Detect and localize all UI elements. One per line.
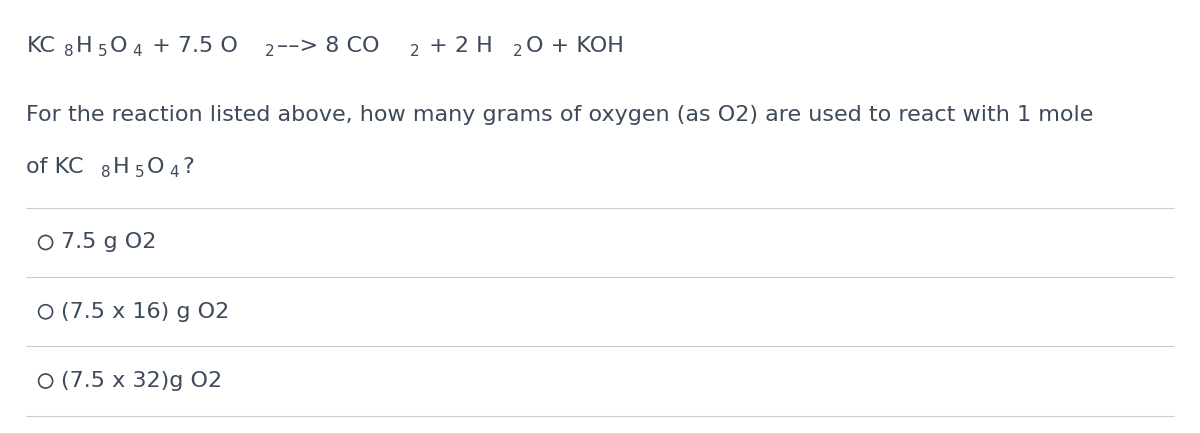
Text: of KC: of KC (26, 157, 84, 177)
Text: 2: 2 (409, 44, 419, 59)
Text: + 7.5 O: + 7.5 O (145, 36, 238, 56)
Text: 2: 2 (514, 44, 523, 59)
Text: ?: ? (182, 157, 193, 177)
Text: 2: 2 (265, 44, 275, 59)
Text: 8: 8 (101, 165, 110, 180)
Text: H: H (76, 36, 92, 56)
Text: O: O (146, 157, 164, 177)
Text: 8: 8 (64, 44, 73, 59)
Text: For the reaction listed above, how many grams of oxygen (as O2) are used to reac: For the reaction listed above, how many … (26, 105, 1093, 125)
Text: O + KOH: O + KOH (526, 36, 624, 56)
Text: 5: 5 (97, 44, 107, 59)
Text: KC: KC (26, 36, 55, 56)
Text: H: H (113, 157, 130, 177)
Text: O: O (110, 36, 127, 56)
Text: + 2 H: + 2 H (422, 36, 493, 56)
Text: ––> 8 CO: ––> 8 CO (277, 36, 379, 56)
Text: (7.5 x 16) g O2: (7.5 x 16) g O2 (60, 302, 229, 322)
Text: 5: 5 (134, 165, 144, 180)
Text: (7.5 x 32)g O2: (7.5 x 32)g O2 (60, 371, 222, 391)
Text: 7.5 g O2: 7.5 g O2 (60, 233, 156, 252)
Text: 4: 4 (132, 44, 142, 59)
Text: 4: 4 (169, 165, 179, 180)
